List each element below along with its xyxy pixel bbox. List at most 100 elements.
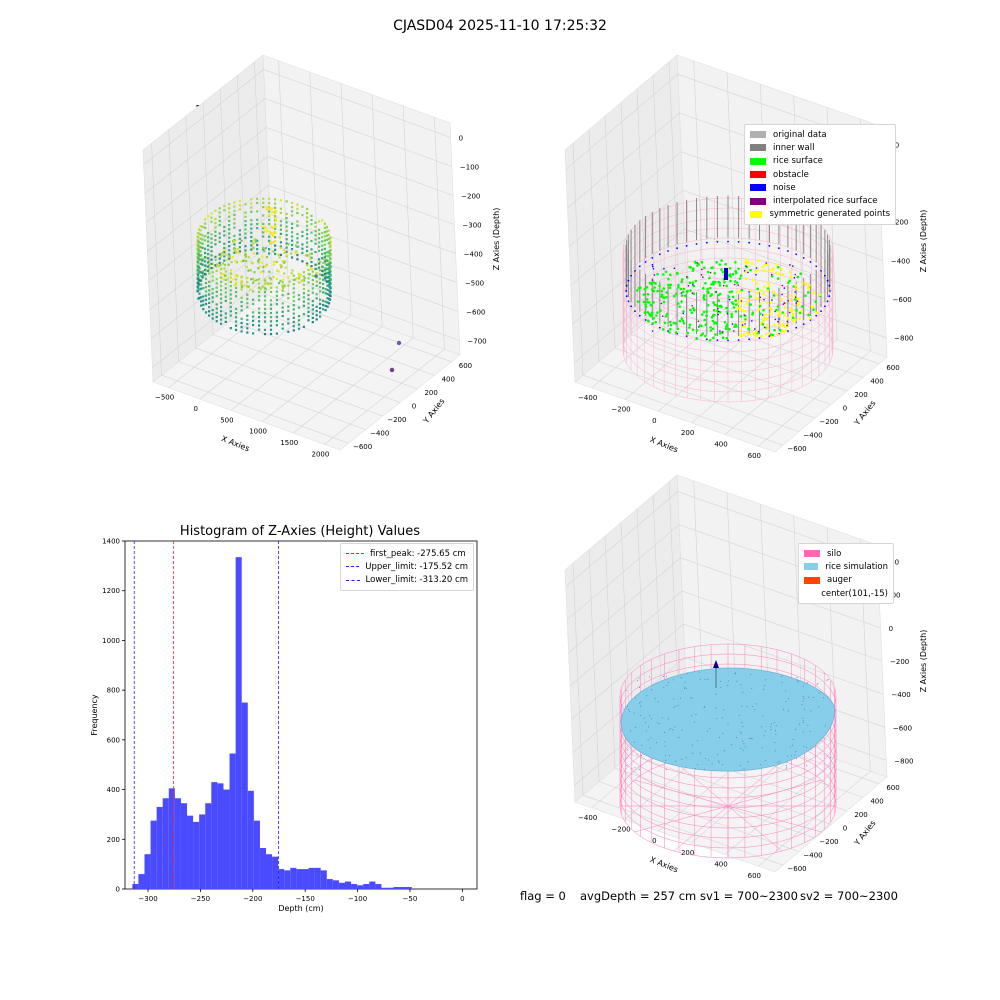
- surface-point: [730, 290, 734, 293]
- surface-point: [807, 313, 810, 317]
- data-point: [263, 316, 267, 319]
- data-point: [235, 316, 238, 319]
- noise-point: [824, 274, 826, 277]
- surface-point: [680, 300, 683, 303]
- data-point: [323, 231, 326, 234]
- data-point: [319, 277, 322, 280]
- surface-point: [751, 313, 754, 316]
- data-point: [199, 241, 202, 244]
- data-point: [326, 272, 329, 275]
- data-point: [196, 243, 199, 246]
- data-point: [329, 298, 332, 301]
- mesh-dot: [692, 744, 693, 746]
- silo-wire: [634, 805, 729, 833]
- data-point: [265, 255, 268, 259]
- avg-depth-text: avgDepth = 257 cm: [580, 889, 697, 903]
- data-point: [223, 209, 226, 212]
- z-tick-label: −800: [894, 335, 913, 343]
- interpolated-point: [726, 312, 729, 315]
- z-tick-label: −700: [467, 338, 486, 346]
- data-point: [285, 200, 288, 203]
- data-point: [196, 252, 199, 255]
- grid-line: [620, 102, 632, 335]
- mesh-dot: [778, 763, 780, 765]
- data-point: [296, 245, 299, 248]
- data-point: [220, 305, 223, 309]
- data-point: [274, 202, 277, 205]
- data-point: [272, 250, 275, 253]
- data-point: [220, 268, 223, 271]
- grid-line: [582, 374, 784, 446]
- outlier-point: [314, 274, 318, 278]
- surface-point: [718, 292, 722, 296]
- data-point: [283, 285, 286, 288]
- data-point: [292, 308, 295, 311]
- data-point: [322, 257, 325, 260]
- data-point: [252, 242, 255, 245]
- noise-point: [625, 290, 627, 292]
- data-point: [269, 332, 273, 336]
- data-point: [207, 215, 210, 218]
- surface-point: [781, 311, 784, 314]
- interpolated-point: [687, 285, 690, 287]
- data-point: [204, 256, 208, 259]
- data-point: [246, 331, 249, 334]
- data-point: [196, 268, 199, 271]
- interpolated-point: [701, 268, 703, 271]
- surface-point: [764, 313, 767, 316]
- data-point: [240, 239, 243, 242]
- surface-point: [772, 290, 775, 294]
- data-point: [244, 224, 247, 227]
- mesh-dot: [727, 685, 729, 686]
- data-point: [223, 274, 226, 277]
- surface-point: [706, 290, 710, 293]
- data-point: [323, 222, 326, 225]
- legend-swatch: [750, 157, 766, 165]
- data-point: [328, 289, 331, 292]
- data-point: [302, 304, 305, 307]
- surface-point: [675, 271, 679, 275]
- data-point: [319, 286, 322, 289]
- data-point: [204, 218, 207, 221]
- mesh-dot: [740, 732, 742, 734]
- data-point: [295, 244, 298, 247]
- mesh-dot: [802, 695, 804, 697]
- interpolated-point: [795, 302, 798, 304]
- surface-point: [665, 313, 669, 316]
- mesh-dot: [665, 769, 667, 771]
- data-point: [252, 298, 255, 301]
- data-point: [204, 222, 207, 225]
- data-point: [226, 278, 229, 281]
- data-point: [196, 239, 199, 242]
- data-point: [214, 234, 217, 237]
- data-point: [281, 293, 284, 297]
- legend-label: original data: [773, 129, 827, 140]
- y-tick-label: −200: [819, 838, 838, 846]
- surface-point: [680, 317, 684, 321]
- surface-point: [739, 300, 743, 303]
- panel3-legend: first_peak: -275.65 cm Upper_limit: -175…: [340, 543, 474, 591]
- data-point: [207, 248, 210, 251]
- data-point: [319, 269, 322, 272]
- surface-point: [798, 317, 801, 320]
- data-point: [228, 232, 231, 235]
- data-point: [199, 229, 202, 232]
- data-point: [245, 265, 248, 269]
- surface-point: [685, 290, 689, 294]
- surface-point: [763, 269, 766, 272]
- mesh-dot: [666, 685, 668, 686]
- data-point: [280, 266, 283, 269]
- data-point: [328, 245, 331, 248]
- sv2-text: sv2 = 700~2300: [800, 889, 898, 903]
- surface-point: [648, 301, 651, 304]
- data-point: [223, 263, 226, 266]
- data-point: [329, 273, 332, 276]
- data-point: [269, 311, 273, 315]
- data-point: [281, 281, 284, 284]
- panel2-title: 3D classify of Silo Interior: [646, 104, 814, 119]
- data-point: [210, 212, 213, 215]
- data-point: [242, 259, 245, 263]
- noise-point: [727, 339, 729, 342]
- interpolated-point: [783, 302, 786, 304]
- surface-point: [644, 303, 647, 306]
